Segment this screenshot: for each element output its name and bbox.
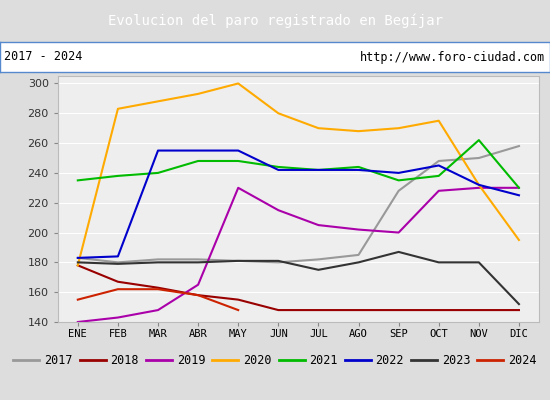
Legend: 2017, 2018, 2019, 2020, 2021, 2022, 2023, 2024: 2017, 2018, 2019, 2020, 2021, 2022, 2023… [9, 350, 541, 372]
Text: 2017 - 2024: 2017 - 2024 [4, 50, 83, 64]
Text: Evolucion del paro registrado en Begíjar: Evolucion del paro registrado en Begíjar [107, 14, 443, 28]
Text: http://www.foro-ciudad.com: http://www.foro-ciudad.com [360, 50, 546, 64]
